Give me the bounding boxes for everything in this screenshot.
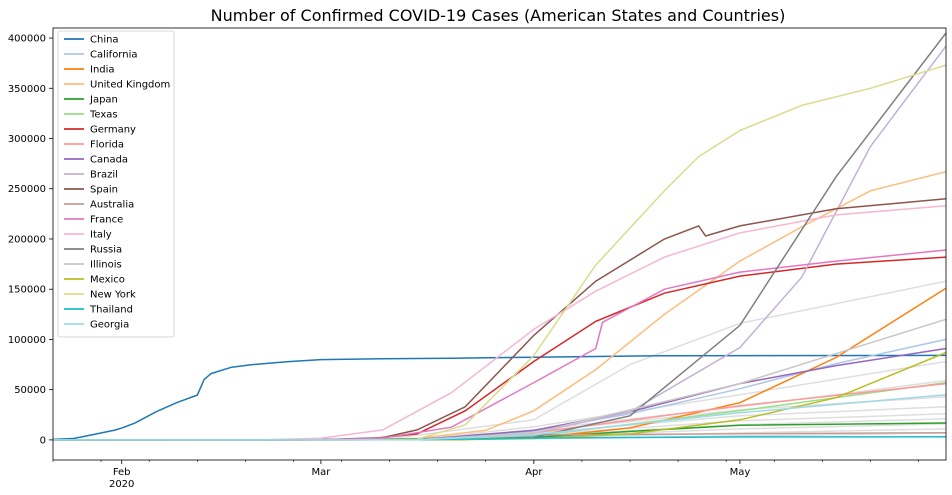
y-tick-label: 50000 (14, 385, 46, 396)
legend-label: Florida (90, 140, 124, 151)
plot-area (53, 28, 946, 460)
legend-label: United Kingdom (90, 80, 170, 91)
legend-label: India (90, 65, 115, 76)
y-tick-label: 0 (40, 435, 46, 446)
x-tick-label: Feb (113, 467, 131, 478)
x-tick-label: Mar (311, 467, 331, 478)
legend-label: France (90, 215, 123, 226)
legend-label: Mexico (90, 275, 125, 286)
legend-label: Germany (90, 125, 136, 136)
legend-label: Italy (90, 230, 112, 241)
legend-label: Thailand (89, 305, 133, 316)
legend-label: Brazil (90, 170, 118, 181)
y-tick-label: 400000 (8, 34, 46, 45)
series-line-china (52, 354, 947, 441)
x-tick-label: Apr (525, 467, 543, 478)
legend-label: Russia (90, 245, 122, 256)
y-tick-label: 150000 (8, 285, 46, 296)
series-line-georgia (52, 393, 947, 441)
legend-box (57, 30, 175, 338)
y-tick-label: 300000 (8, 134, 46, 145)
series-line-france (52, 249, 947, 441)
legend-label: Japan (89, 95, 118, 106)
plot-frame (52, 27, 947, 461)
legend-label: Australia (90, 200, 134, 211)
legend-label: California (90, 50, 138, 61)
series-line-italy (53, 205, 947, 441)
legend-label: Illinois (90, 260, 122, 271)
y-axis: 0 50000 100000 150000 200000 250000 300000 3500… (8, 34, 53, 446)
x-tick-sublabel: 2020 (109, 479, 134, 490)
x-tick-label: May (730, 467, 751, 478)
y-tick-label: 200000 (8, 234, 46, 245)
series-lines (52, 32, 947, 441)
legend-label: China (90, 35, 119, 46)
y-tick-label: 350000 (8, 84, 46, 95)
y-tick-label: 100000 (8, 335, 46, 346)
legend-label: Spain (90, 185, 118, 196)
legend: China California India United Kingdom Japan T… (57, 30, 175, 338)
y-tick-label: 250000 (8, 184, 46, 195)
legend-label: New York (90, 290, 136, 301)
legend-label: Texas (89, 110, 118, 121)
legend-label: Georgia (90, 320, 129, 331)
chart-title: Number of Confirmed COVID-19 Cases (Amer… (211, 6, 786, 25)
legend-label: Canada (90, 155, 128, 166)
